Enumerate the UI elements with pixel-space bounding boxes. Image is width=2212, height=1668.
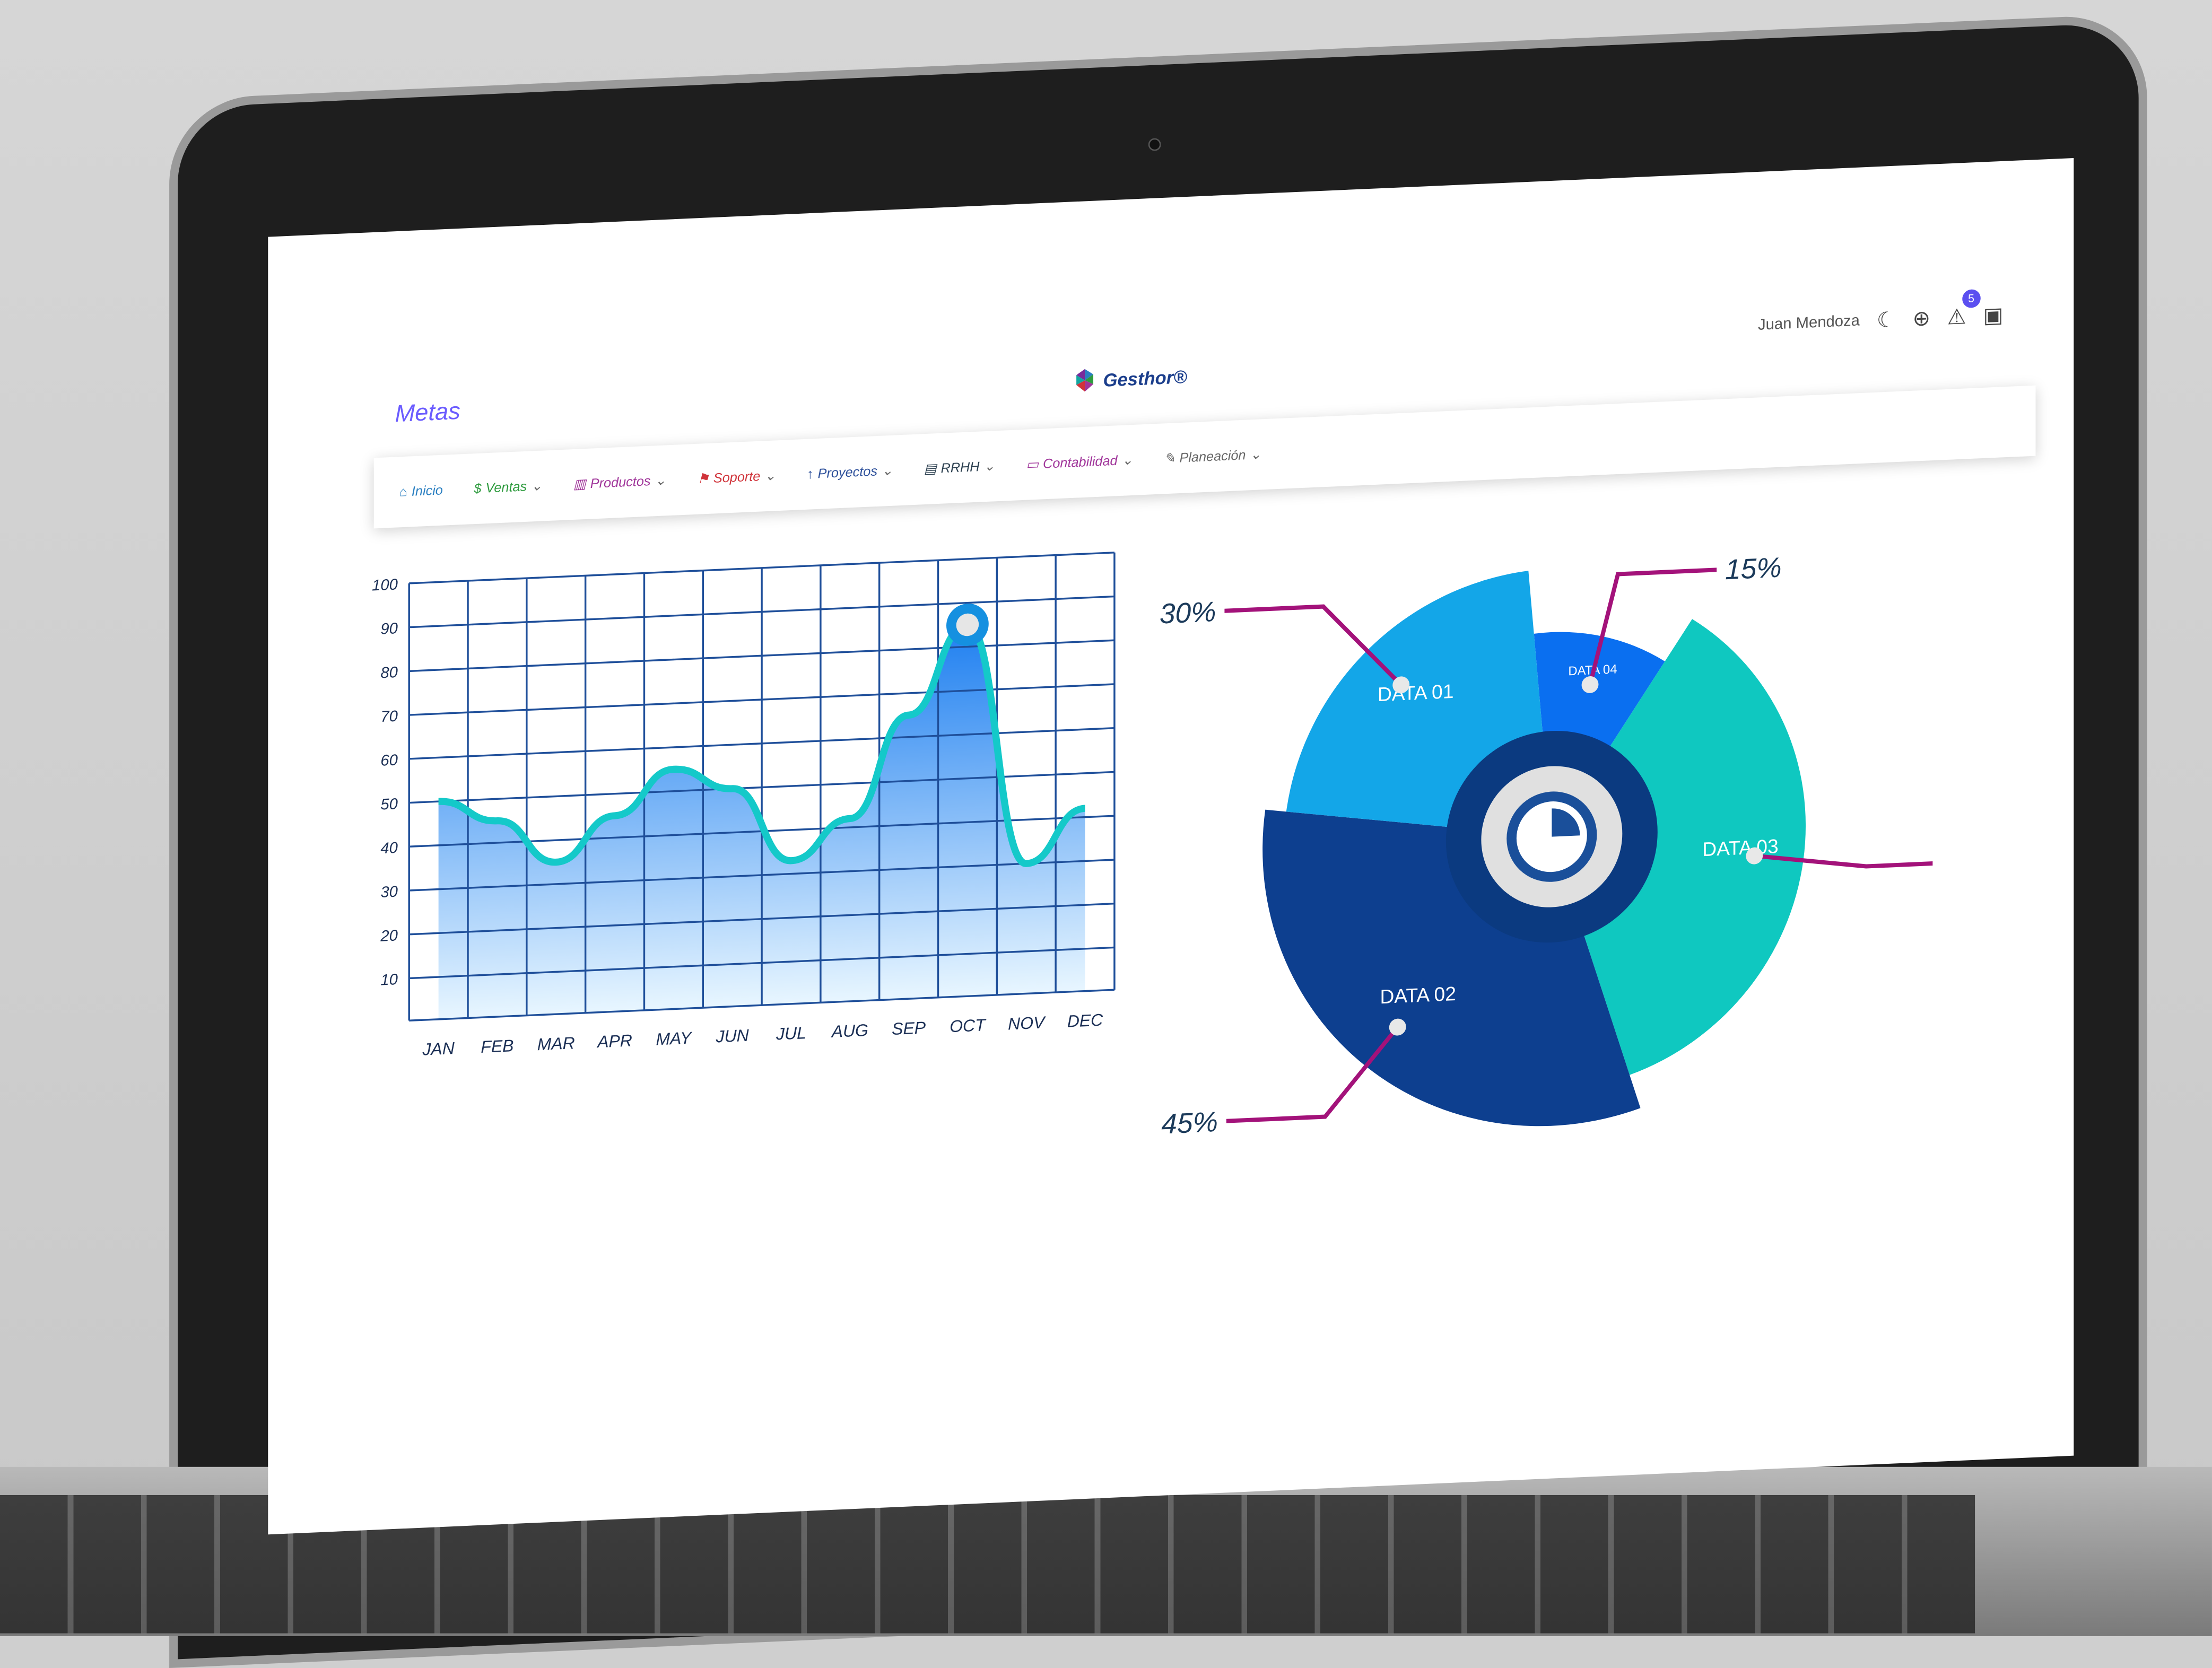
center-icon-wedge (1552, 808, 1580, 837)
notification-badge: 5 (1962, 289, 1981, 309)
alert-triangle-icon[interactable]: ⚠ 5 (1947, 289, 1981, 330)
moon-icon[interactable]: ☾ (1876, 308, 1896, 334)
area-fill (438, 625, 1085, 1019)
y-tick-label: 100 (372, 576, 398, 594)
x-tick-label: AUG (831, 1020, 868, 1041)
pie-slice-data-04 (1534, 632, 1665, 752)
x-tick-label: FEB (481, 1036, 513, 1056)
x-tick-label: MAR (537, 1033, 575, 1054)
user-bar: Juan Mendoza ☾ ⊕ ⚠ 5 ▣ (1758, 289, 2004, 338)
nav-icon: ✎ (1164, 450, 1175, 467)
callout-dot (1392, 676, 1410, 694)
calendar-icon[interactable]: ▣ (1983, 303, 2004, 329)
callout-line (1226, 1026, 1399, 1123)
nav-label: RRHH (940, 459, 980, 476)
slice-label: DATA 01 (1378, 680, 1453, 705)
nav-label: Ventas (485, 478, 527, 496)
nav-icon: ⌂ (399, 484, 407, 500)
y-tick-label: 90 (380, 620, 398, 637)
nav-icon: ↑ (807, 466, 814, 482)
x-tick-label: SEP (892, 1018, 926, 1038)
nav-item-rrhh[interactable]: ▤ RRHH ⌄ (924, 458, 995, 477)
chevron-down-icon: ⌄ (1250, 447, 1261, 463)
x-tick-label: JUN (716, 1026, 750, 1046)
grid-line-h (409, 946, 1114, 980)
nav-item-productos[interactable]: ▥ Productos ⌄ (573, 473, 666, 492)
chevron-down-icon: ⌄ (1121, 452, 1133, 468)
callout-line (1754, 853, 1933, 869)
nav-icon: ▭ (1026, 456, 1039, 473)
grid-line-h (409, 859, 1114, 892)
brand-logo[interactable]: Gesthor® (1072, 363, 1187, 394)
value-label: 45% (1161, 1106, 1217, 1140)
nav-icon: $ (474, 481, 482, 497)
y-tick-label: 20 (380, 927, 398, 945)
callout-line (1224, 604, 1403, 687)
grid-line-h (409, 683, 1114, 716)
camera (1148, 138, 1161, 151)
nav-item-inicio[interactable]: ⌂ Inicio (399, 483, 443, 500)
nav-label: Inicio (411, 482, 443, 500)
nav-item-ventas[interactable]: $ Ventas ⌄ (474, 478, 542, 496)
x-tick-label: OCT (950, 1015, 987, 1036)
slice-label: DATA 02 (1380, 982, 1456, 1008)
x-tick-label: APR (596, 1031, 632, 1051)
value-label: 15% (1725, 552, 1781, 586)
nav-label: Contabilidad (1043, 453, 1118, 472)
x-tick-label: NOV (1008, 1012, 1046, 1033)
y-tick-label: 80 (380, 664, 398, 682)
peak-marker-center (956, 613, 979, 636)
chevron-down-icon: ⌄ (531, 478, 543, 494)
grid-line-h (409, 771, 1114, 804)
nav-item-planeación[interactable]: ✎ Planeación ⌄ (1164, 447, 1261, 466)
nav-label: Planeación (1179, 447, 1246, 466)
x-tick-label: JAN (422, 1038, 455, 1059)
y-tick-label: 40 (380, 840, 398, 857)
user-name[interactable]: Juan Mendoza (1758, 312, 1860, 334)
x-tick-label: DEC (1067, 1010, 1103, 1031)
grid-line-h (409, 902, 1114, 936)
nav-item-contabilidad[interactable]: ▭ Contabilidad ⌄ (1026, 452, 1133, 473)
x-tick-label: JUL (776, 1023, 806, 1044)
callout-dot (1581, 676, 1599, 693)
page-title: Metas (395, 397, 460, 427)
grid-line-h (409, 989, 1114, 1022)
callout-line (1588, 567, 1717, 685)
y-tick-label: 70 (380, 708, 398, 726)
callout-dot (1389, 1018, 1406, 1036)
series-line (438, 621, 1086, 867)
chevron-down-icon: ⌄ (655, 473, 666, 489)
chevron-down-icon: ⌄ (983, 458, 995, 475)
pie-slice-data-03 (1582, 619, 1806, 1075)
x-tick-label: MAY (656, 1028, 692, 1049)
pie-slice-data-02 (1262, 809, 1641, 1126)
nav-item-soporte[interactable]: ⚑ Soporte ⌄ (697, 468, 776, 487)
nav-item-proyectos[interactable]: ↑ Proyectos ⌄ (807, 463, 893, 482)
screen: Metas Gesthor® Juan Mendoza ☾ ⊕ ⚠ 5 ▣ ⌂ In… (268, 158, 2074, 1535)
y-tick-label: 30 (380, 884, 398, 901)
grid-line-h (409, 595, 1114, 628)
y-tick-label: 10 (380, 971, 398, 989)
brand-name: Gesthor® (1103, 365, 1187, 390)
nav-label: Productos (590, 473, 651, 492)
callout-dot (1746, 847, 1763, 864)
logo-icon (1076, 369, 1094, 392)
plus-circle-icon[interactable]: ⊕ (1912, 307, 1931, 332)
line-chart: 10 20 30 40 50 60 70 80 90 100 JAN FEB MAR APR MAY JUN J… (372, 552, 1116, 1059)
chevron-down-icon: ⌄ (764, 468, 776, 484)
chevron-down-icon: ⌄ (882, 462, 893, 479)
y-tick-label: 50 (380, 796, 398, 813)
grid-line-h (409, 639, 1114, 673)
value-label: 30% (1160, 596, 1216, 630)
nav-label: Proyectos (817, 463, 878, 482)
nav-icon: ▤ (924, 460, 937, 477)
nav-icon: ⚑ (697, 470, 709, 487)
grid-line-h (409, 552, 1114, 584)
nav-icon: ▥ (573, 476, 586, 493)
y-tick-label: 60 (380, 752, 398, 769)
nav-label: Soporte (713, 468, 761, 486)
